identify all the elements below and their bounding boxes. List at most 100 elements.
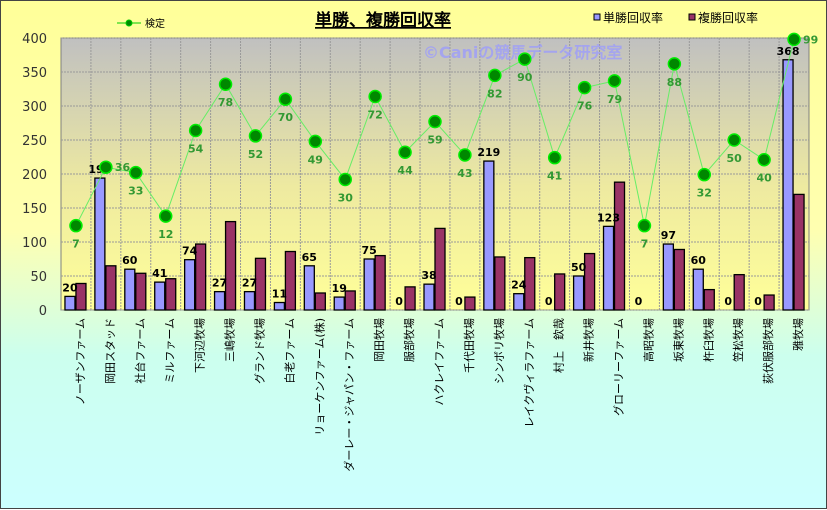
line-label: 12 [158,228,173,241]
category-label-group: 新井牧場 [582,318,596,362]
line-label: 7 [72,238,80,251]
category-label: 岡田牧場 [372,318,386,362]
line-label: 82 [487,87,502,100]
legend-label: 複勝回収率 [698,10,758,25]
category-label: 千代田牧場 [462,318,476,373]
bar-単勝回収率 [183,259,196,311]
bar-単勝回収率 [423,283,435,311]
data-label: 65 [302,251,317,264]
line-label: 59 [427,134,442,147]
line-point [99,160,113,174]
line-label: 43 [457,167,472,180]
line-point [518,52,532,66]
line-point [308,134,323,149]
bar-複勝回収率 [314,292,326,311]
category-label: 白老ファーム [282,318,296,384]
bar-単勝回収率 [64,295,76,311]
y-tick-label: 150 [22,202,47,217]
category-label: ダーレー・ジャパン・ファーム [342,318,356,472]
y-tick-label: 300 [22,100,47,115]
category-label-group: リョーケンファーム(株) [312,318,326,436]
data-label: 368 [777,45,800,58]
bar-複勝回収率 [554,273,566,311]
data-label: 41 [152,267,167,280]
data-label: 0 [635,295,643,308]
line-point [69,218,83,233]
category-label: リョーケンファーム(株) [312,318,326,436]
data-label: 0 [724,295,732,308]
line-label: 90 [517,71,533,84]
line-point [727,133,741,147]
data-label: 0 [754,295,762,308]
line-label: 49 [308,153,323,166]
line-point [129,165,143,180]
y-tick-label: 350 [22,66,47,81]
line-point [637,218,652,233]
category-label-group: レイクヴィラファーム [522,318,536,427]
bar-複勝回収率 [763,294,775,311]
bar-単勝回収率 [572,275,585,311]
data-label: 60 [122,254,138,267]
category-label: 村上 欽哉 [552,318,566,373]
category-label-group: 笠松牧場 [731,318,745,362]
bar-複勝回収率 [284,250,297,311]
line-point [248,129,263,143]
legend-swatch-icon [688,13,696,21]
line-point [188,123,203,138]
line-label: 44 [397,164,413,177]
data-label: 74 [182,245,198,258]
line-label: 50 [727,152,743,165]
line-label: 32 [697,187,712,200]
category-label-group: 三嶋牧場 [223,318,237,362]
data-label: 27 [212,277,227,290]
bar-複勝回収率 [404,286,416,311]
category-label-group: ミルファーム [164,318,177,384]
line-label: 70 [278,111,294,124]
category-label-group: 坂東牧場 [671,318,685,362]
category-label-group: 服部牧場 [402,318,416,362]
category-label: 下河辺牧場 [193,318,207,373]
legend-swatch-icon [593,13,601,21]
category-label: 高昭牧場 [641,318,655,362]
line-point [218,77,233,91]
bar-単勝回収率 [154,281,166,311]
y-tick-label: 100 [22,236,47,251]
category-label-group: 社台ファーム [133,318,147,384]
line-point [398,145,412,159]
category-label-group: 岡田牧場 [372,318,386,362]
data-label: 19 [332,282,347,295]
data-label: 219 [477,146,500,159]
data-label: 20 [62,281,78,294]
data-label: 97 [661,229,676,242]
bar-単勝回収率 [483,160,495,311]
data-label: 24 [511,279,527,292]
bar-複勝回収率 [135,272,147,311]
chart-title: 単勝、複勝回収率 [315,10,451,31]
line-label: 40 [756,172,772,185]
line-point [488,68,502,83]
line-point [278,92,293,106]
line-point [428,114,442,129]
legend-marker-icon [125,19,133,27]
line-label: 79 [607,93,622,106]
line-point [458,148,472,162]
bar-複勝回収率 [105,265,117,311]
data-label: 60 [691,254,707,267]
category-label-group: 千代田牧場 [462,318,476,373]
category-label: シンボリ牧場 [492,318,506,384]
bar-複勝回収率 [613,181,626,311]
data-label: 50 [571,261,587,274]
bar-単勝回収率 [243,290,256,311]
y-tick-label: 400 [22,32,47,47]
category-label-group: 村上 欽哉 [552,318,566,373]
bar-単勝回収率 [513,293,525,311]
line-point [368,89,382,104]
category-label-group: 下河辺牧場 [193,318,207,373]
legend-label: 単勝回収率 [603,10,663,25]
line-point [338,172,352,187]
category-label: 笠松牧場 [731,318,745,362]
category-label-group: シンボリ牧場 [492,318,506,384]
bar-複勝回収率 [194,243,207,311]
category-label: ミルファーム [164,318,177,384]
